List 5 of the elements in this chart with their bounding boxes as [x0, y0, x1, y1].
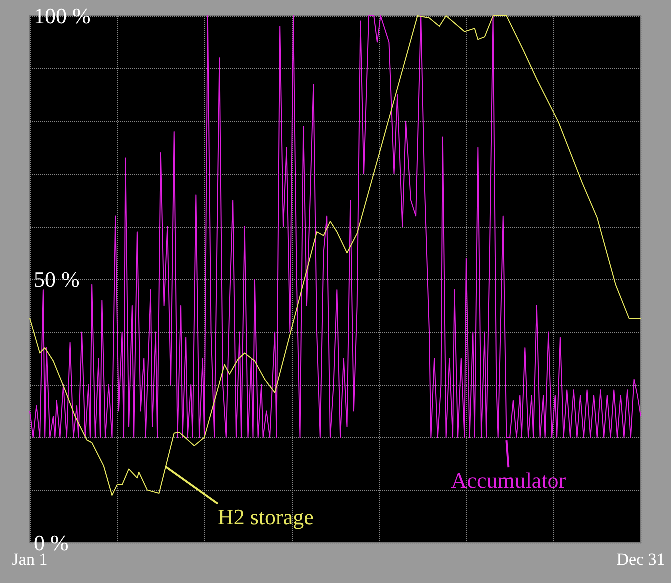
x-tick-label: Dec 31	[616, 550, 666, 569]
annotation: H2 storage	[218, 504, 314, 530]
annotation: Accumulator	[451, 468, 567, 494]
y-tick-label: 50 %	[34, 267, 80, 292]
x-tick-label: Jan 1	[12, 550, 48, 569]
